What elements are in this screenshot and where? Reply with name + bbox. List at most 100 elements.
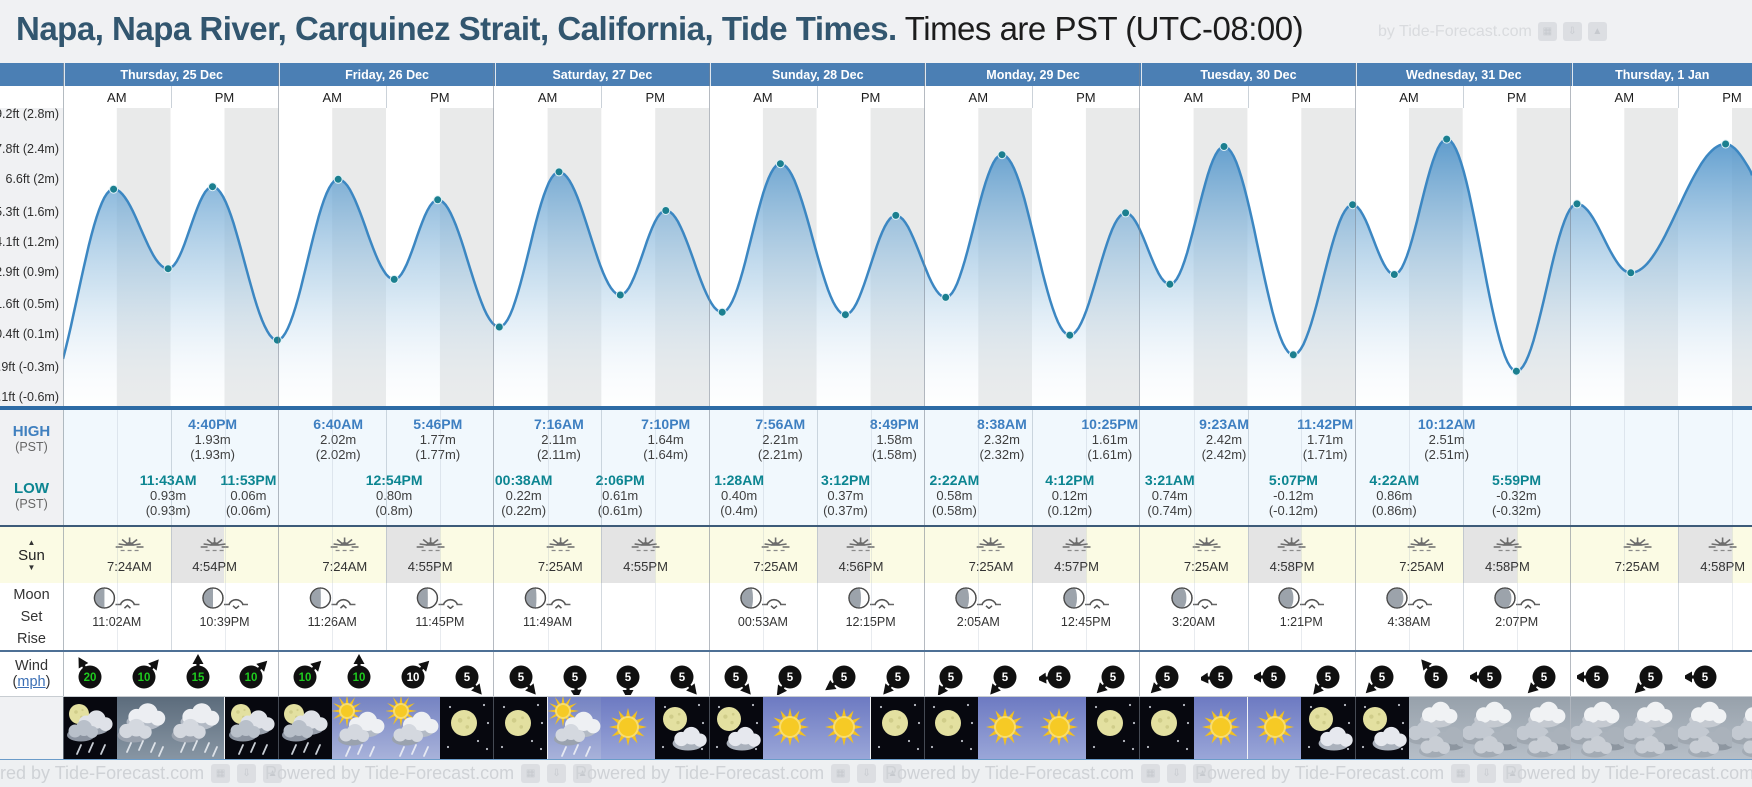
quarter-line (1409, 410, 1410, 650)
footer-watermark: Powered by Tide-Forecast.com ▦ ⇩ ▲ (1195, 760, 1523, 787)
moon-set-entry: 2:07PM (1494, 587, 1540, 629)
watermark-icon: ⇩ (237, 764, 257, 783)
moonrise-icon (1192, 598, 1217, 610)
low-tide-height-alt: (-0.12m) (1268, 503, 1318, 518)
low-tide-entry: 3:21AM 0.74m (0.74m) (1145, 472, 1195, 518)
moonrise-icon (977, 598, 1002, 610)
wind-icon: 10 (124, 653, 164, 700)
sun-row: ▲ Sun ▼ 7:24AM 4:54PM 7:24AM 4:55PM 7:25AM 4:… (0, 527, 1752, 583)
svg-text:5: 5 (1217, 672, 1224, 684)
svg-text:20: 20 (83, 672, 96, 684)
weather-icon-night-cloud (709, 697, 763, 759)
wind-icon: 5 (447, 653, 487, 700)
low-tide-height-alt: (0.58m) (931, 503, 977, 518)
moonrise-icon (761, 598, 786, 610)
sunrise-icon (330, 537, 359, 552)
high-tide-entry: 5:46PM 1.77m (1.77m) (413, 416, 462, 462)
pm-label-day6: PM (1291, 89, 1312, 105)
quarter-line (1085, 410, 1087, 650)
weather-icon-sunny (816, 697, 871, 759)
mph-link[interactable]: mph (17, 674, 46, 690)
weather-cell (1462, 697, 1518, 759)
high-tide-height: 1.93m (194, 432, 231, 447)
wind-icon: 5 (824, 653, 864, 700)
low-tide-height-alt: (0.74m) (1147, 503, 1193, 518)
low-tide-time: 00:38AM (494, 472, 553, 488)
moon-set-entry: 11:26AM (308, 587, 357, 629)
page-title-suffix: Times are PST (UTC-08:00) (896, 10, 1304, 47)
sunrise-icon (761, 537, 790, 552)
tide-extreme-marker (389, 274, 399, 284)
watermark-icon: ▲ (573, 764, 593, 783)
sunset-time: 4:58PM (1700, 559, 1746, 574)
wind-arrow-icon: 5 (1527, 665, 1556, 694)
high-tide-height: 1.58m (876, 432, 913, 447)
weather-cell (493, 697, 549, 759)
high-tide-height-alt: (2.32m) (979, 447, 1025, 462)
sunset-time: 4:58PM (1269, 559, 1315, 574)
day-header-2: Friday, 26 Dec (279, 63, 494, 86)
high-tide-height-alt: (1.58m) (871, 447, 917, 462)
sun-down-arrow-icon[interactable]: ▼ (27, 562, 36, 572)
moon-rise-time: 00:53AM (737, 615, 788, 629)
quarter-line (978, 410, 980, 650)
sunrise-icon (977, 537, 1005, 552)
moon-set-time: 2:07PM (1495, 615, 1539, 629)
wind-icon: 5 (1197, 653, 1241, 700)
am-label-day2: AM (322, 89, 342, 105)
moon-set-time: 11:26AM (307, 615, 357, 629)
wind-icon: 10 (393, 653, 433, 700)
wind-icon: 10 (231, 653, 271, 700)
watermark-text: by Tide-Forecast.com (1378, 22, 1532, 40)
weather-cell (1301, 697, 1357, 759)
high-tide-time: 9:23AM (1199, 416, 1249, 432)
weather-icon-night-rain (224, 697, 279, 759)
low-row-label: LOW (PST) (0, 466, 63, 525)
sunset-entry: 4:57PM (1054, 535, 1099, 574)
watermark-icon: ▲ (1503, 764, 1523, 783)
sunrise-time: 7:25AM (1399, 559, 1445, 574)
watermark-icon: ▦ (1141, 764, 1161, 783)
moon-phase-icon (1063, 587, 1085, 609)
moon-phase-icon (94, 587, 116, 609)
low-tide-height: 0.58m (936, 488, 973, 503)
sunset-time: 4:56PM (838, 559, 884, 574)
low-tide-entry: 00:38AM 0.22m (0.22m) (495, 472, 553, 518)
sunset-period-cell (1462, 527, 1517, 583)
pm-label-day7: PM (1506, 89, 1527, 105)
moon-rise-label: Rise (16, 630, 46, 647)
wind-icon: 5 (716, 653, 756, 700)
pm-label-day5: PM (1076, 89, 1096, 105)
tide-extreme-marker (208, 182, 217, 192)
high-label: HIGH (12, 422, 51, 440)
low-row-divider (0, 525, 1752, 527)
day-header-row: Thursday, 25 Dec Friday, 26 Dec Saturday, … (0, 63, 1752, 86)
weather-icon-rain (170, 697, 225, 759)
tide-extreme-marker (775, 159, 785, 169)
half-day-line (170, 410, 172, 650)
am-label-day5: AM (968, 89, 989, 105)
wind-arrow-icon: 5 (670, 665, 697, 695)
wind-arrow-icon: 5 (1096, 665, 1125, 694)
weather-cell (601, 697, 657, 759)
wind-arrow-icon: 5 (882, 665, 909, 695)
footer-watermark: Powered by Tide-Forecast.com ▦ ⇩ ▲ (575, 760, 903, 787)
label-column-border (62, 63, 64, 759)
sunrise-entry: 7:25AM (1399, 535, 1444, 574)
svg-text:5: 5 (1325, 672, 1332, 684)
weather-cell (332, 697, 387, 759)
high-tide-height: 2.51m (1428, 432, 1465, 447)
moon-phase-icon (1278, 587, 1300, 609)
wind-icon: 5 (662, 653, 702, 700)
pm-label-day8: PM (1722, 89, 1742, 105)
weather-icon-night-rain (278, 697, 333, 759)
sun-up-arrow-icon[interactable]: ▲ (27, 537, 36, 547)
weather-icon-night-cloud (655, 697, 709, 759)
tide-extreme-marker (891, 210, 901, 220)
wind-arrow-icon: 10 (401, 660, 430, 689)
low-tide-entry: 11:43AM 0.93m (0.93m) (140, 472, 197, 518)
high-tide-height-alt: (2.51m) (1424, 447, 1470, 462)
quarter-line (547, 410, 549, 650)
wind-arrow-icon: 5 (1313, 665, 1340, 695)
wind-arrow-icon: 5 (509, 665, 536, 695)
